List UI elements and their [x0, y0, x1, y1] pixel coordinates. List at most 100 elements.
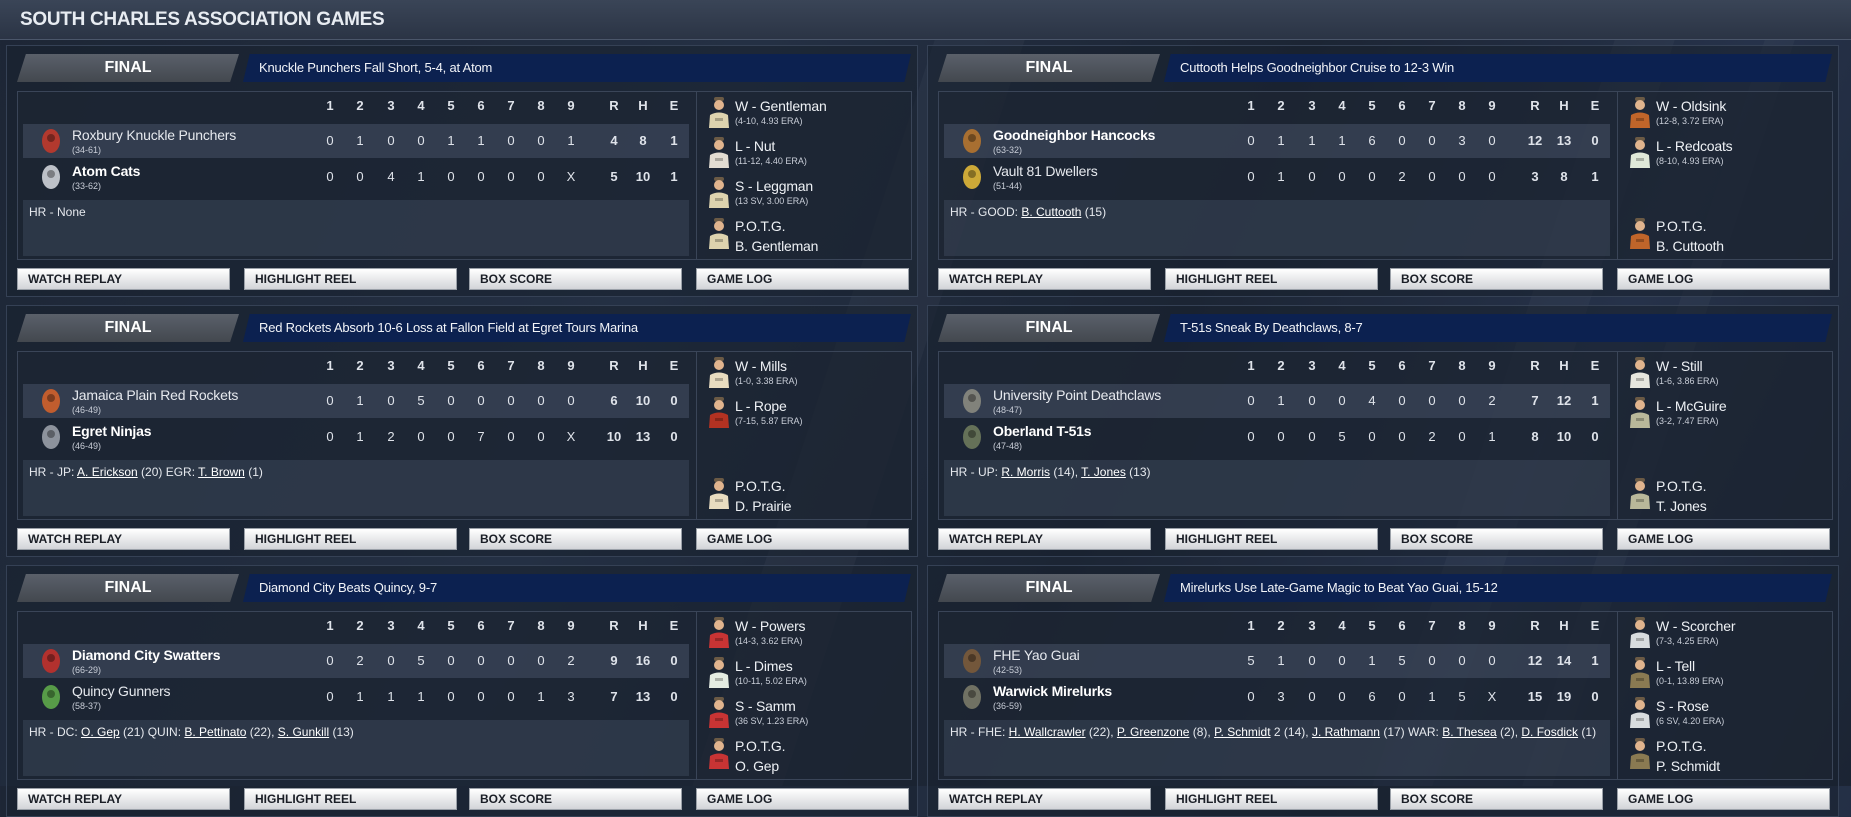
potg-name[interactable]: O. Gep: [735, 758, 779, 774]
game-log-button[interactable]: GAME LOG: [696, 268, 909, 290]
player-link[interactable]: B. Pettinato: [184, 725, 247, 739]
away-team-name[interactable]: Jamaica Plain Red Rockets: [72, 387, 239, 403]
game-log-button[interactable]: GAME LOG: [1617, 268, 1830, 290]
pitcher-decision[interactable]: L - Rope: [735, 398, 787, 414]
pitcher-decision[interactable]: W - Scorcher: [1656, 618, 1736, 634]
home-team-name[interactable]: Egret Ninjas: [72, 423, 152, 439]
away-team-name[interactable]: University Point Deathclaws: [993, 387, 1162, 403]
inning-score: 0: [1368, 429, 1376, 444]
home-team-name[interactable]: Warwick Mirelurks: [993, 683, 1113, 699]
potg-name[interactable]: T. Jones: [1656, 498, 1707, 514]
home-team-name[interactable]: Oberland T-51s: [993, 423, 1092, 439]
pitcher-decision[interactable]: L - Dimes: [735, 658, 793, 674]
away-team-name[interactable]: FHE Yao Guai: [993, 647, 1080, 663]
pitcher-decision[interactable]: S - Leggman: [735, 178, 813, 194]
hr-text: (22),: [1085, 725, 1117, 739]
player-link[interactable]: J. Rathmann: [1311, 725, 1380, 739]
hr-text: HR - JP:: [29, 465, 78, 479]
player-link[interactable]: B. Thesea: [1442, 725, 1497, 739]
potg-name[interactable]: D. Prairie: [735, 498, 792, 514]
pitcher-decision[interactable]: S - Samm: [735, 698, 796, 714]
potg-name[interactable]: P. Schmidt: [1656, 758, 1720, 774]
watch-replay-button[interactable]: WATCH REPLAY: [17, 788, 230, 810]
highlight-reel-button[interactable]: HIGHLIGHT REEL: [1165, 528, 1378, 550]
box-score-button[interactable]: BOX SCORE: [469, 788, 682, 810]
player-link[interactable]: P. Greenzone: [1116, 725, 1190, 739]
pitcher-decision[interactable]: L - Tell: [1656, 658, 1695, 674]
inning-header: 3: [1308, 618, 1316, 633]
player-link[interactable]: H. Wallcrawler: [1008, 725, 1086, 739]
highlight-reel-button[interactable]: HIGHLIGHT REEL: [1165, 268, 1378, 290]
watch-replay-button[interactable]: WATCH REPLAY: [938, 268, 1151, 290]
watch-replay-button[interactable]: WATCH REPLAY: [938, 528, 1151, 550]
away-team-name[interactable]: Roxbury Knuckle Punchers: [72, 127, 237, 143]
home-team-name[interactable]: Atom Cats: [72, 163, 141, 179]
pitcher-decision[interactable]: W - Gentleman: [735, 98, 827, 114]
inning-score: 0: [417, 429, 425, 444]
highlight-reel-button[interactable]: HIGHLIGHT REEL: [244, 528, 457, 550]
home-h-total: 19: [1556, 689, 1572, 704]
pitcher-decision[interactable]: L - Nut: [735, 138, 776, 154]
potg-label: P.O.T.G.: [735, 478, 786, 494]
highlight-reel-button[interactable]: HIGHLIGHT REEL: [244, 268, 457, 290]
highlight-reel-button[interactable]: HIGHLIGHT REEL: [1165, 788, 1378, 810]
watch-replay-button[interactable]: WATCH REPLAY: [17, 528, 230, 550]
inning-score: 0: [1398, 133, 1406, 148]
inning-header: 3: [387, 618, 395, 633]
watch-replay-button[interactable]: WATCH REPLAY: [938, 788, 1151, 810]
away-team-name[interactable]: Diamond City Swatters: [72, 647, 221, 663]
player-link[interactable]: T. Brown: [198, 465, 245, 479]
watch-replay-button[interactable]: WATCH REPLAY: [17, 268, 230, 290]
pitcher-decision[interactable]: W - Mills: [735, 358, 787, 374]
linescore-box: 1 2 3 4 5 6 7 8 9 R H E FHE Yao Guai (42-53) 5 1 0 0 1 5 0 0 0…: [938, 611, 1833, 780]
home-e-total: 1: [670, 169, 678, 184]
pitcher-decision[interactable]: L - McGuire: [1656, 398, 1727, 414]
rhe-header: E: [1590, 98, 1600, 113]
inning-header: 9: [567, 618, 575, 633]
player-link[interactable]: B. Cuttooth: [1021, 205, 1082, 219]
pitcher-decision[interactable]: W - Still: [1656, 358, 1703, 374]
pitcher-decision[interactable]: L - Redcoats: [1656, 138, 1733, 154]
home-e-total: 0: [1591, 689, 1599, 704]
pitcher-decision[interactable]: W - Powers: [735, 618, 806, 634]
pitcher-decision[interactable]: S - Rose: [1656, 698, 1709, 714]
away-r-total: 4: [610, 133, 618, 148]
highlight-reel-button[interactable]: HIGHLIGHT REEL: [244, 788, 457, 810]
home-r-total: 10: [606, 429, 622, 444]
player-link[interactable]: O. Gep: [81, 725, 120, 739]
pitchers-panel: W - Gentleman (4-10, 4.93 ERA) L - Nut (11-…: [696, 92, 911, 259]
player-link[interactable]: S. Gunkill: [277, 725, 330, 739]
box-score-button[interactable]: BOX SCORE: [1390, 268, 1603, 290]
pitchers-panel: W - Mills (1-0, 3.38 ERA) L - Rope (7-15, 5…: [696, 352, 911, 519]
potg-label: P.O.T.G.: [735, 218, 786, 234]
player-link[interactable]: D. Fosdick: [1521, 725, 1579, 739]
player-link[interactable]: T. Jones: [1081, 465, 1126, 479]
game-log-button[interactable]: GAME LOG: [1617, 788, 1830, 810]
pitcher-stats: (12-8, 3.72 ERA): [1656, 116, 1724, 126]
player-link[interactable]: A. Erickson: [77, 465, 138, 479]
inning-header: 8: [537, 618, 545, 633]
home-runs-summary: HR - None: [29, 204, 679, 221]
game-panel: FINAL Knuckle Punchers Fall Short, 5-4, a…: [6, 45, 918, 297]
game-log-button[interactable]: GAME LOG: [696, 788, 909, 810]
final-status: FINAL: [17, 574, 239, 602]
away-e-total: 1: [670, 133, 678, 148]
home-team-name[interactable]: Vault 81 Dwellers: [993, 163, 1098, 179]
box-score-button[interactable]: BOX SCORE: [469, 528, 682, 550]
pitchers-panel: W - Scorcher (7-3, 4.25 ERA) L - Tell (0-1,…: [1617, 612, 1832, 779]
box-score-button[interactable]: BOX SCORE: [1390, 528, 1603, 550]
box-score-button[interactable]: BOX SCORE: [469, 268, 682, 290]
game-log-button[interactable]: GAME LOG: [696, 528, 909, 550]
inning-score: 0: [537, 169, 545, 184]
home-team-name[interactable]: Quincy Gunners: [72, 683, 171, 699]
potg-name[interactable]: B. Cuttooth: [1656, 238, 1724, 254]
player-link[interactable]: P. Schmidt: [1214, 725, 1271, 739]
box-score-button[interactable]: BOX SCORE: [1390, 788, 1603, 810]
player-link[interactable]: R. Morris: [1001, 465, 1051, 479]
potg-name[interactable]: B. Gentleman: [735, 238, 819, 254]
pitcher-decision[interactable]: W - Oldsink: [1656, 98, 1727, 114]
inning-header: 4: [417, 98, 425, 113]
away-team-name[interactable]: Goodneighbor Hancocks: [993, 127, 1156, 143]
inning-header: 9: [567, 98, 575, 113]
game-log-button[interactable]: GAME LOG: [1617, 528, 1830, 550]
